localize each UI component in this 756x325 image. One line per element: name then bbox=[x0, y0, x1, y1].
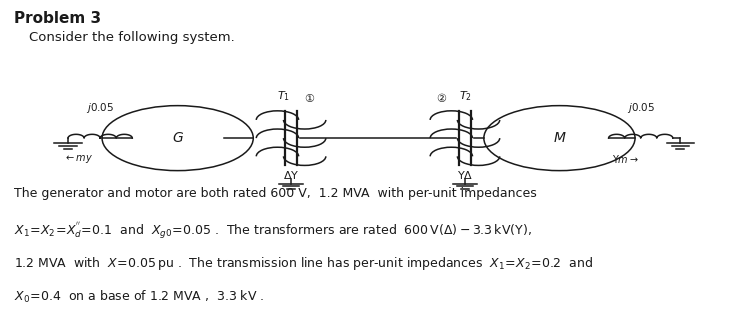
Text: $\Upsilon$m$\rightarrow$: $\Upsilon$m$\rightarrow$ bbox=[612, 153, 640, 165]
Text: $G$: $G$ bbox=[172, 131, 184, 145]
Text: $T_2$: $T_2$ bbox=[459, 89, 472, 103]
Text: Y$\Delta$: Y$\Delta$ bbox=[457, 169, 473, 181]
Text: Problem 3: Problem 3 bbox=[14, 11, 101, 26]
Text: $X_0\!=\!0.4$  on a base of 1.2 MVA ,  3.3 kV .: $X_0\!=\!0.4$ on a base of 1.2 MVA , 3.3… bbox=[14, 289, 264, 306]
Text: $\Delta$Y: $\Delta$Y bbox=[283, 169, 299, 181]
Text: $T_1$: $T_1$ bbox=[277, 89, 290, 103]
Text: $j0.05$: $j0.05$ bbox=[86, 101, 114, 115]
Text: 1.2 MVA  with  $X\!=\!0.05\,\mathrm{pu}$ .  The transmission line has per-unit i: 1.2 MVA with $X\!=\!0.05\,\mathrm{pu}$ .… bbox=[14, 255, 593, 272]
Text: $j0.05$: $j0.05$ bbox=[627, 101, 655, 115]
Text: ②: ② bbox=[436, 94, 446, 104]
Text: $M$: $M$ bbox=[553, 131, 566, 145]
Text: ①: ① bbox=[305, 94, 314, 104]
Text: $X_1\!=\!X_2\!=\!X_d^{''}\!=\!0.1$  and  $X_{g0}\!=\!0.05$ .  The transformers a: $X_1\!=\!X_2\!=\!X_d^{''}\!=\!0.1$ and $… bbox=[14, 221, 531, 241]
Text: The generator and motor are both rated 600 V,  1.2 MVA  with per-unit impedances: The generator and motor are both rated 6… bbox=[14, 187, 536, 200]
Text: Consider the following system.: Consider the following system. bbox=[29, 31, 234, 44]
Text: $\leftarrow$my: $\leftarrow$my bbox=[64, 153, 94, 165]
